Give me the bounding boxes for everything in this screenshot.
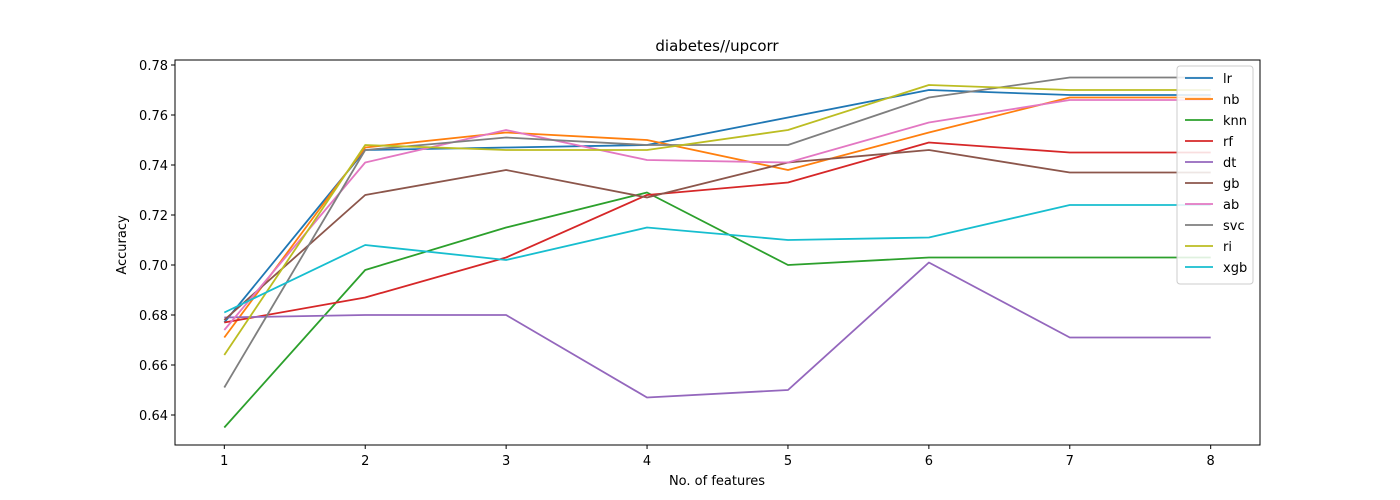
x-tick-label: 8 (1207, 454, 1215, 469)
series-line-lr (223, 89, 1211, 324)
series-line-xgb (223, 204, 1211, 314)
legend-label-gb: gb (1223, 177, 1240, 192)
plot-area (223, 76, 1211, 429)
y-tick-label: 0.72 (139, 209, 168, 224)
series-line-ab (223, 99, 1211, 331)
x-tick-label: 7 (1066, 454, 1074, 469)
x-tick-label: 3 (502, 454, 510, 469)
series-line-dt (224, 261, 1211, 399)
y-tick-label: 0.70 (139, 259, 168, 274)
y-tick-label: 0.76 (139, 109, 168, 124)
x-tick-label: 6 (925, 454, 933, 469)
y-axis-label: Accuracy (115, 215, 130, 275)
legend-label-dt: dt (1223, 156, 1236, 171)
series-line-svc (223, 76, 1211, 388)
legend-label-ri: ri (1223, 240, 1232, 255)
y-tick-label: 0.66 (139, 359, 168, 374)
legend-label-svc: svc (1223, 219, 1245, 234)
x-axis: 1 2 3 4 5 6 7 8 (220, 445, 1215, 469)
legend-label-knn: knn (1223, 114, 1247, 129)
series-line-knn (223, 191, 1211, 429)
legend-label-xgb: xgb (1223, 261, 1247, 276)
series-line-nb (223, 96, 1211, 339)
legend-label-ab: ab (1223, 198, 1239, 213)
y-tick-label: 0.68 (139, 309, 168, 324)
legend-label-rf: rf (1223, 135, 1233, 150)
x-tick-label: 4 (643, 454, 651, 469)
series-line-ri (223, 84, 1211, 356)
chart-title: diabetes//upcorr (655, 37, 779, 55)
y-axis: 0.64 0.66 0.68 0.70 0.72 0.74 0.76 0.78 (139, 59, 175, 424)
x-tick-label: 1 (220, 454, 228, 469)
y-tick-label: 0.74 (139, 159, 168, 174)
x-tick-label: 5 (784, 454, 792, 469)
series-line-gb (223, 149, 1211, 321)
x-axis-label: No. of features (669, 474, 765, 489)
legend: lr nb knn rf dt gb ab svc ri xgb (1176, 65, 1254, 285)
y-tick-label: 0.78 (139, 59, 168, 74)
legend-label-lr: lr (1223, 72, 1233, 87)
plot-frame (174, 59, 1261, 446)
x-tick-label: 2 (361, 454, 369, 469)
y-tick-label: 0.64 (139, 409, 168, 424)
series-line-rf (224, 141, 1211, 324)
legend-label-nb: nb (1223, 93, 1240, 108)
